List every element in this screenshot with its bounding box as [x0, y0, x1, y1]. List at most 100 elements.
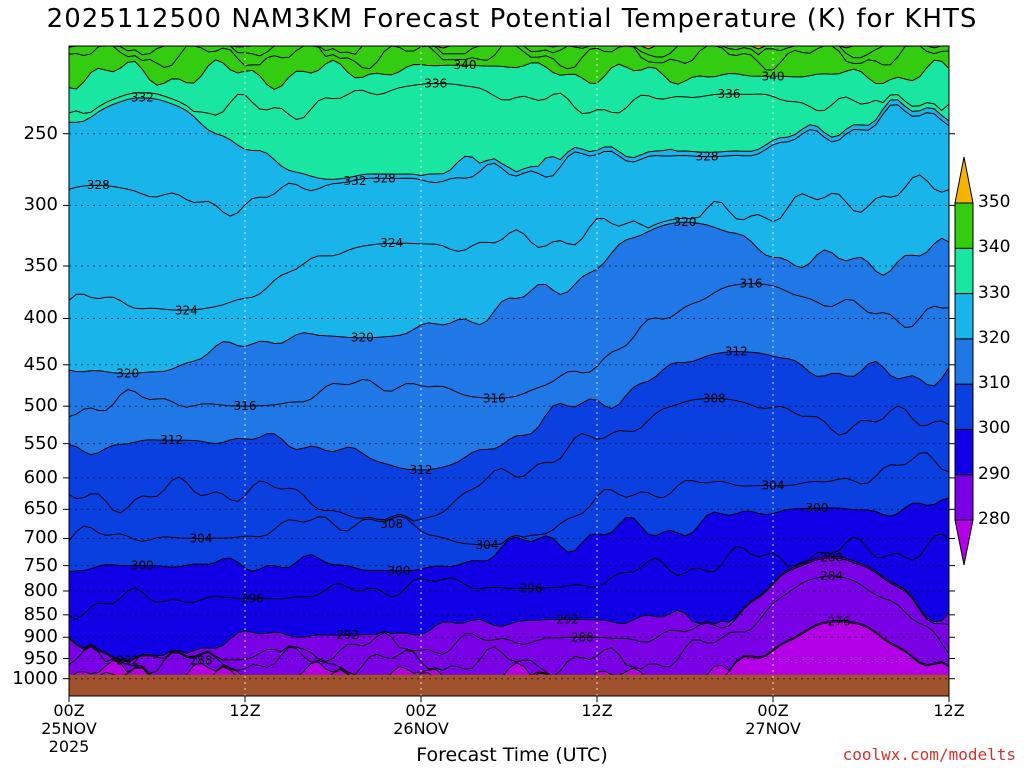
colorbar-label-280: 280 [978, 509, 1011, 529]
xtick-label-36: 12Z [581, 701, 613, 720]
ytick-label-250: 250 [23, 122, 58, 144]
colorbar-segment-330 [954, 247, 974, 295]
contour-label-292: 292 [336, 628, 359, 642]
colorbar-segment-310 [954, 338, 974, 385]
isentrope-336 [69, 83, 949, 121]
xtick-label-0: 00Z 25NOV 2025 [41, 701, 97, 756]
contour-label-336: 336 [424, 76, 447, 90]
xtick-label-60: 12Z [933, 701, 965, 720]
contour-label-284: 284 [820, 569, 843, 583]
contour-label-316: 316 [740, 277, 763, 291]
axis-ticks [63, 133, 955, 702]
contour-label-276: 276 [828, 615, 851, 629]
ytick-label-300: 300 [23, 194, 58, 216]
contour-label-300: 300 [131, 559, 154, 573]
contour-label-320: 320 [116, 366, 139, 380]
isentrope-292 [69, 555, 949, 662]
contour-label-300: 300 [388, 564, 411, 578]
ytick-label-350: 350 [23, 254, 58, 276]
colorbar-segment-320 [954, 293, 974, 340]
contour-label-324: 324 [380, 236, 403, 250]
isentrope-344 [69, 46, 949, 71]
ytick-label-600: 600 [23, 466, 58, 488]
contour-label-324: 324 [175, 304, 198, 318]
isentrope-320 [69, 221, 949, 374]
contour-label-328: 328 [373, 171, 396, 185]
colorbar-label-290: 290 [978, 463, 1011, 484]
colorbar-segment-290 [954, 428, 974, 476]
isentrope-324 [69, 174, 949, 311]
contour-label-300: 300 [806, 501, 829, 515]
ytick-label-950: 950 [23, 647, 58, 669]
ytick-label-550: 550 [23, 432, 58, 454]
colorbar-segment-340 [954, 202, 974, 249]
contour-label-308: 308 [703, 391, 726, 405]
colorbar-min-triangle [954, 519, 974, 566]
isentrope-332 [69, 97, 949, 180]
ytick-label-750: 750 [23, 554, 58, 576]
isentrope-300 [69, 497, 949, 573]
colorbar-segment-300 [954, 383, 974, 430]
ytick-label-900: 900 [23, 626, 58, 648]
contour-label-296: 296 [520, 582, 543, 596]
isentrope-304 [69, 452, 949, 546]
contour-label-288: 288 [571, 630, 594, 644]
colorbar-label-330: 330 [978, 282, 1011, 303]
ytick-label-450: 450 [23, 353, 58, 375]
xtick-label-48: 00Z 27NOV [745, 701, 801, 738]
contour-label-320: 320 [674, 215, 697, 229]
contour-label-308: 308 [380, 517, 403, 531]
colorbar-label-320: 320 [978, 327, 1011, 348]
ytick-label-400: 400 [23, 307, 58, 329]
xtick-label-24: 00Z 26NOV [393, 701, 449, 738]
isentrope-316 [69, 283, 949, 418]
ytick-label-1000: 1000 [12, 667, 58, 689]
contour-label-340: 340 [454, 58, 477, 72]
contour-label-312: 312 [410, 463, 433, 477]
contour-labels: 340 340 336 336 332 332 328 328 328 324 324 320 320 3… [87, 58, 851, 667]
contour-label-288: 288 [190, 654, 213, 668]
colorbar-segment-280 [954, 474, 974, 521]
contour-label-304: 304 [476, 538, 499, 552]
contour-label-304: 304 [762, 479, 785, 493]
xtick-label-12: 12Z [229, 701, 261, 720]
colorbar-label-300: 300 [978, 418, 1011, 439]
terrain-block [69, 674, 949, 696]
contour-label-328: 328 [696, 150, 719, 164]
isentrope-284 [69, 575, 949, 678]
contour-label-336: 336 [718, 87, 741, 101]
contour-label-292: 292 [556, 612, 579, 626]
band-above-348 [69, 46, 949, 58]
band-above-344 [69, 46, 949, 71]
terrain-fill [69, 674, 949, 696]
ytick-label-850: 850 [23, 603, 58, 625]
chart-title: 2025112500 NAM3KM Forecast Potential Tem… [46, 4, 978, 34]
contour-label-312: 312 [160, 433, 183, 447]
plot-frame [68, 45, 950, 697]
ytick-label-700: 700 [23, 527, 58, 549]
contour-label-340: 340 [762, 69, 785, 83]
contour-label-292: 292 [116, 654, 139, 668]
contour-label-332: 332 [131, 91, 154, 105]
isentrope-308 [69, 397, 949, 522]
contour-label-320: 320 [351, 331, 374, 345]
colorbar-label-340: 340 [978, 237, 1011, 258]
isentrope-312 [69, 350, 949, 471]
credit-link[interactable]: coolwx.com/modelts [842, 745, 1016, 764]
colorbar-label-310: 310 [978, 373, 1011, 394]
colorbar [954, 156, 974, 566]
isentrope-280 [69, 619, 949, 693]
contour-label-296: 296 [241, 591, 264, 605]
potential-temperature-bands [69, 46, 949, 696]
isentrope-296 [69, 533, 949, 620]
contour-label-304: 304 [190, 531, 213, 545]
isentrope-340 [69, 59, 949, 90]
contour-label-316: 316 [483, 391, 506, 405]
colorbar-label-350: 350 [978, 192, 1011, 212]
x-axis-label: Forecast Time (UTC) [416, 744, 608, 766]
contour-label-316: 316 [234, 399, 257, 413]
colorbar-max-triangle [954, 156, 974, 204]
contour-label-288: 288 [820, 551, 843, 565]
ytick-label-800: 800 [23, 579, 58, 601]
